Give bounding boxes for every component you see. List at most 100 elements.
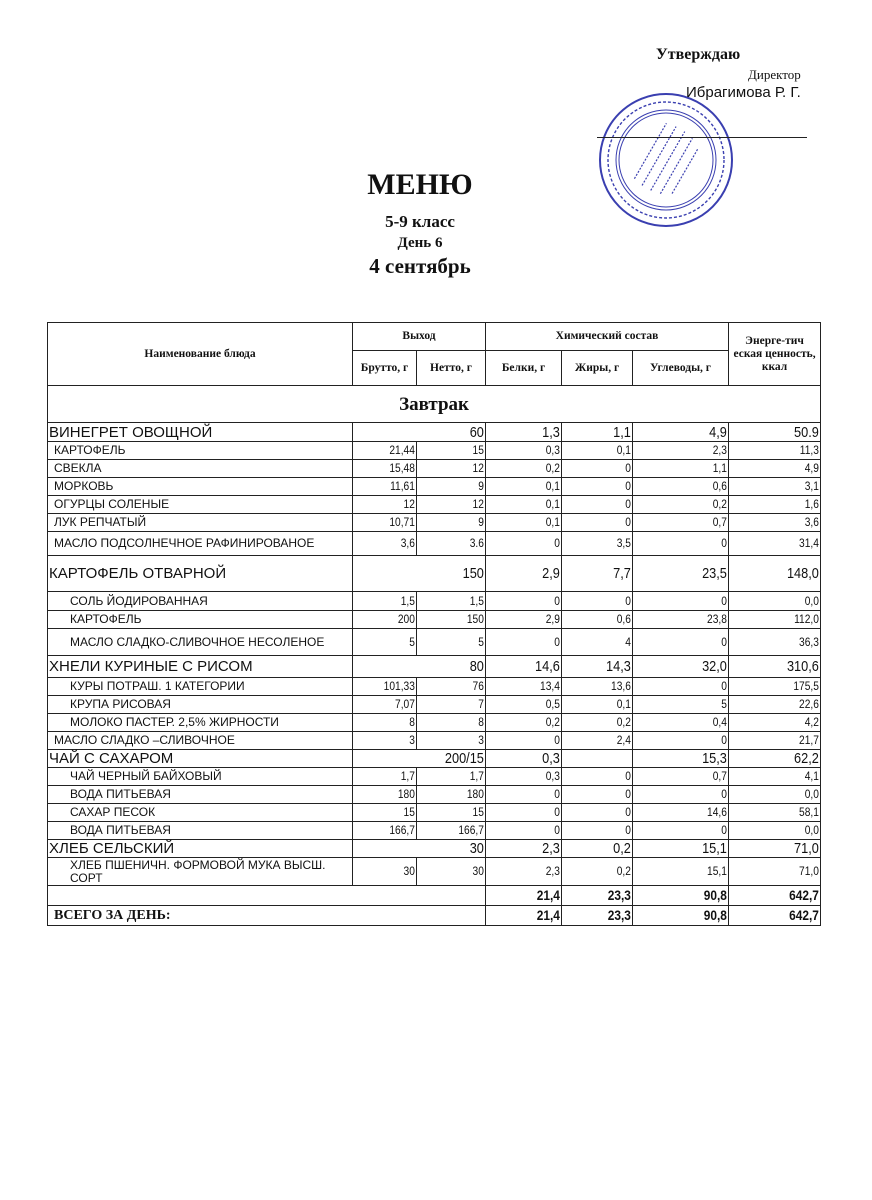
brutto-cell: 7,07 bbox=[361, 695, 417, 714]
brutto-cell: 5 bbox=[361, 628, 417, 656]
carbs-cell: 15,3 bbox=[646, 749, 729, 768]
protein-cell: 0 bbox=[496, 785, 562, 804]
dish-row: КАРТОФЕЛЬ ОТВАРНОЙ 150 2,9 7,7 23,5 148,0 bbox=[47, 555, 821, 592]
netto-cell: 9 bbox=[426, 477, 486, 496]
brutto-cell: 1,7 bbox=[361, 767, 417, 786]
energy-cell: 1,6 bbox=[741, 495, 821, 514]
header-name: Наименование блюда bbox=[47, 322, 353, 386]
brutto-cell: 101,33 bbox=[361, 677, 417, 696]
energy-cell: 175,5 bbox=[741, 677, 821, 696]
carbs-cell: 0,2 bbox=[646, 495, 729, 514]
ingredient-row: СВЕКЛА 15,48 12 0,2 0 1,1 4,9 bbox=[47, 459, 821, 478]
fat-cell: 0 bbox=[571, 459, 633, 478]
header-carbs: Углеводы, г bbox=[632, 350, 730, 386]
energy-cell: 21,7 bbox=[741, 731, 821, 750]
fat-cell: 4 bbox=[571, 628, 633, 656]
netto-cell: 1,7 bbox=[426, 767, 486, 786]
header-output: Выход bbox=[351, 322, 487, 351]
date: 4 сентябрь bbox=[369, 254, 471, 278]
fat-cell: 0 bbox=[571, 495, 633, 514]
netto-cell: 12 bbox=[426, 495, 486, 514]
ingredient-row: МАСЛО СЛАДКО –СЛИВОЧНОЕ 3 3 0 2,4 0 21,7 bbox=[47, 731, 821, 750]
header-energy: Энерге-тич еская ценность, ккал bbox=[728, 322, 822, 386]
brutto-cell: 30 bbox=[361, 857, 417, 886]
fat-cell: 0 bbox=[571, 803, 633, 822]
brutto-cell: 180 bbox=[361, 785, 417, 804]
carbs-cell: 15,1 bbox=[646, 857, 729, 886]
header-protein: Белки, г bbox=[485, 350, 563, 386]
energy-cell: 3,6 bbox=[741, 513, 821, 532]
total-row: ВСЕГО ЗА ДЕНЬ: 21,4 23,3 90,8 642,7 bbox=[46, 905, 821, 926]
brutto-cell: 200 bbox=[361, 610, 417, 629]
row-name: СВЕКЛА bbox=[47, 459, 353, 478]
ingredient-row: МАСЛО ПОДСОЛНЕЧНОЕ РАФИНИРОВАНОЕ 3,6 3.6 0 3… bbox=[47, 531, 821, 556]
energy-cell: 3,1 bbox=[741, 477, 821, 496]
energy-cell: 11,3 bbox=[741, 441, 821, 460]
header-chem: Химический состав bbox=[485, 322, 730, 351]
approval-heading: Утверждаю bbox=[656, 46, 741, 63]
row-name: МАСЛО ПОДСОЛНЕЧНОЕ РАФИНИРОВАНОЕ bbox=[47, 531, 353, 556]
row-name: САХАР ПЕСОК bbox=[47, 803, 353, 822]
netto-cell: 5 bbox=[426, 628, 486, 656]
fat-cell: 0,2 bbox=[571, 857, 633, 886]
carbs-cell: 0,4 bbox=[646, 713, 729, 732]
row-name: ХЛЕБ СЕЛЬСКИЙ bbox=[47, 839, 353, 858]
output-cell: 200/15 bbox=[372, 749, 486, 768]
protein-cell: 0 bbox=[496, 731, 562, 750]
output-cell: 150 bbox=[372, 555, 486, 592]
brutto-cell: 1,5 bbox=[361, 591, 417, 611]
carbs-cell: 23,8 bbox=[646, 610, 729, 629]
director-position: Директор bbox=[748, 67, 801, 82]
carbs-cell: 90,8 bbox=[646, 885, 729, 906]
fat-cell: 0 bbox=[571, 785, 633, 804]
netto-cell: 15 bbox=[426, 441, 486, 460]
row-name: КАРТОФЕЛЬ bbox=[47, 610, 353, 629]
netto-cell: 150 bbox=[426, 610, 486, 629]
fat-cell: 23,3 bbox=[571, 885, 633, 906]
carbs-cell: 32,0 bbox=[646, 655, 729, 678]
brutto-cell: 21,44 bbox=[361, 441, 417, 460]
row-name: КАРТОФЕЛЬ bbox=[47, 441, 353, 460]
protein-cell: 14,6 bbox=[496, 655, 562, 678]
row-name: КУРЫ ПОТРАШ. 1 КАТЕГОРИИ bbox=[47, 677, 353, 696]
protein-cell: 1,3 bbox=[496, 422, 562, 442]
protein-cell: 2,9 bbox=[496, 610, 562, 629]
energy-cell: 62,2 bbox=[741, 749, 821, 768]
dish-row: ХЛЕБ СЕЛЬСКИЙ 30 2,3 0,2 15,1 71,0 bbox=[47, 839, 821, 858]
energy-cell: 50.9 bbox=[741, 422, 821, 442]
brutto-cell: 8 bbox=[361, 713, 417, 732]
ingredient-row: ВОДА ПИТЬЕВАЯ 180 180 0 0 0 0,0 bbox=[47, 785, 821, 804]
section-breakfast: Завтрак bbox=[46, 385, 822, 423]
fat-cell: 0,1 bbox=[571, 441, 633, 460]
brutto-cell: 11,61 bbox=[361, 477, 417, 496]
energy-cell: 36,3 bbox=[741, 628, 821, 656]
ingredient-row: КАРТОФЕЛЬ 21,44 15 0,3 0,1 2,3 11,3 bbox=[47, 441, 821, 460]
netto-cell: 7 bbox=[426, 695, 486, 714]
row-name: ВОДА ПИТЬЕВАЯ bbox=[47, 821, 353, 840]
total-row: 21,4 23,3 90,8 642,7 bbox=[46, 885, 821, 906]
netto-cell: 15 bbox=[426, 803, 486, 822]
protein-cell: 2,9 bbox=[496, 555, 562, 592]
output-cell: 30 bbox=[372, 839, 486, 858]
netto-cell: 76 bbox=[426, 677, 486, 696]
protein-cell: 0,5 bbox=[496, 695, 562, 714]
fat-cell: 0,6 bbox=[571, 610, 633, 629]
row-name: ХНЕЛИ КУРИНЫЕ С РИСОМ bbox=[47, 655, 353, 678]
protein-cell: 0 bbox=[496, 628, 562, 656]
brutto-cell: 3,6 bbox=[361, 531, 417, 556]
row-name: ВСЕГО ЗА ДЕНЬ: bbox=[46, 905, 487, 926]
protein-cell: 13,4 bbox=[496, 677, 562, 696]
energy-cell: 31,4 bbox=[741, 531, 821, 556]
page-title: МЕНЮ bbox=[367, 168, 473, 201]
ingredient-row: КАРТОФЕЛЬ 200 150 2,9 0,6 23,8 112,0 bbox=[47, 610, 821, 629]
netto-cell: 1,5 bbox=[426, 591, 486, 611]
signature-line bbox=[597, 137, 807, 138]
ingredient-row: ВОДА ПИТЬЕВАЯ 166,7 166,7 0 0 0 0,0 bbox=[47, 821, 821, 840]
fat-cell: 23,3 bbox=[571, 905, 633, 926]
fat-cell: 0 bbox=[571, 821, 633, 840]
netto-cell: 8 bbox=[426, 713, 486, 732]
row-name: ВИНЕГРЕТ ОВОЩНОЙ bbox=[47, 422, 353, 442]
brutto-cell: 12 bbox=[361, 495, 417, 514]
carbs-cell: 1,1 bbox=[646, 459, 729, 478]
fat-cell: 13,6 bbox=[571, 677, 633, 696]
